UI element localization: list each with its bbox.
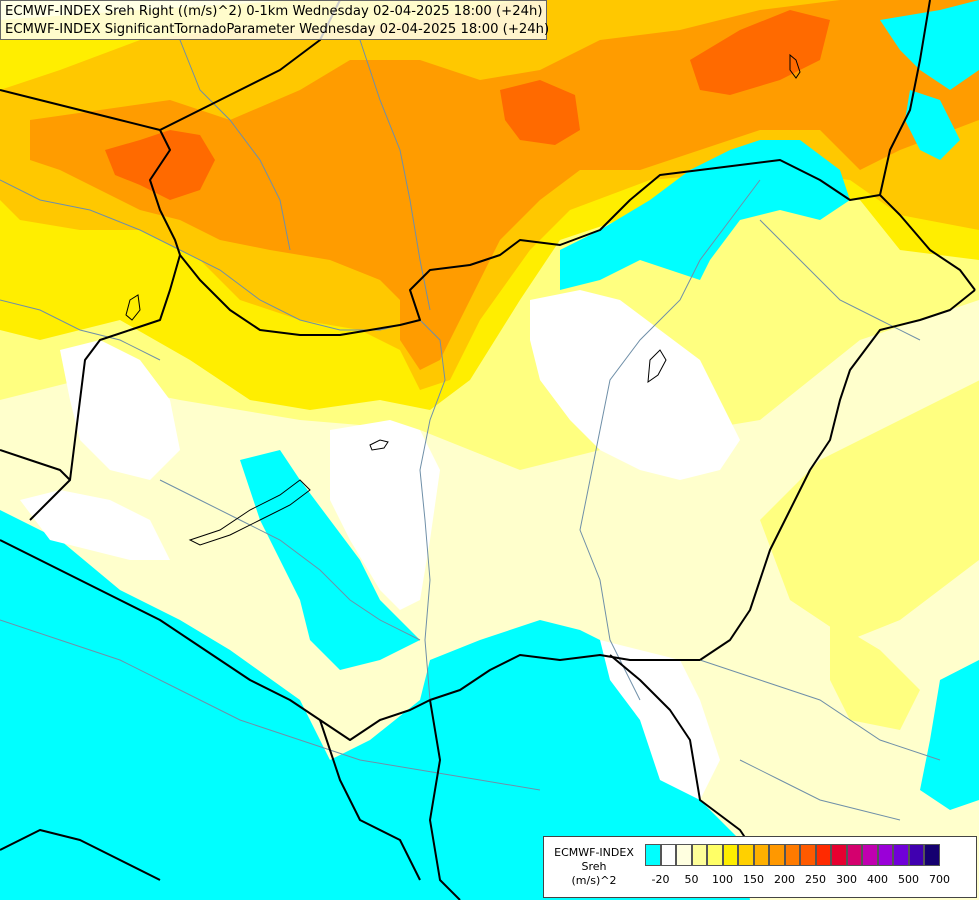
light-yellow-zone-southeast: [830, 620, 920, 730]
lake-balaton: [188, 479, 311, 546]
legend-swatch: [769, 844, 785, 866]
white-zone-northeast: [530, 290, 740, 480]
legend-param: Sreh: [581, 860, 607, 873]
river-east-2: [699, 659, 941, 761]
title-line-sreh: ECMWF-INDEX Sreh Right ((m/s)^2) 0-1km W…: [5, 4, 543, 19]
border-slovakia-czech: [0, 89, 181, 256]
legend-swatch: [645, 844, 661, 866]
legend-swatch: [924, 844, 940, 866]
river-tisza: [579, 179, 761, 701]
legend-swatches: [645, 844, 940, 866]
legend-tick-label: 500: [898, 873, 919, 886]
legend-source: ECMWF-INDEX: [554, 846, 634, 859]
legend-tick-label: 250: [805, 873, 826, 886]
lake-small-1: [369, 439, 389, 451]
lake-small-3: [647, 349, 667, 384]
border-croatia-bosnia: [319, 719, 421, 881]
legend-tick-label: 300: [836, 873, 857, 886]
cyan-zone-central: [240, 450, 420, 670]
color-legend: ECMWF-INDEX Sreh (m/s)^2 -20 50 100 150 200 2…: [543, 836, 977, 898]
lake-small-2: [789, 53, 801, 79]
cyan-zone-southwest: [0, 510, 750, 900]
title-line-stp: ECMWF-INDEX SignificantTornadoParameter …: [5, 22, 550, 37]
border-hungary-west: [69, 254, 181, 481]
legend-label-block: ECMWF-INDEX Sreh (m/s)^2: [544, 837, 644, 897]
legend-swatch: [893, 844, 909, 866]
border-hungary-south: [0, 539, 700, 741]
legend-tick-label: 400: [867, 873, 888, 886]
white-zone-southwest-strip: [20, 490, 170, 560]
legend-swatch: [831, 844, 847, 866]
orange-zone: [30, 0, 979, 370]
cyan-zone-northeast: [880, 0, 979, 90]
legend-tick-label: 100: [712, 873, 733, 886]
legend-swatch: [846, 844, 862, 866]
legend-swatch: [753, 844, 769, 866]
white-zone-center: [330, 420, 440, 610]
cyan-zone-east-edge: [905, 90, 960, 160]
legend-swatch: [676, 844, 692, 866]
river-danube-bend: [419, 319, 446, 701]
border-romania-serbia: [609, 654, 761, 861]
legend-swatch: [784, 844, 800, 866]
legend-swatch: [707, 844, 723, 866]
legend-ticks: -20 50 100 150 200 250 300 400 500 700: [645, 873, 975, 891]
legend-swatch: [800, 844, 816, 866]
border-poland-ukraine: [879, 0, 931, 196]
river-danube-upper: [0, 179, 421, 331]
rivers: [0, 39, 941, 821]
legend-swatch: [738, 844, 754, 866]
map-title-box: ECMWF-INDEX Sreh Right ((m/s)^2) 0-1km W…: [0, 0, 550, 40]
legend-unit: (m/s)^2: [571, 874, 617, 887]
cyan-zone-southeast: [920, 660, 979, 810]
legend-swatch: [660, 844, 676, 866]
deep-orange-cell-north: [500, 80, 580, 145]
lakes: [125, 53, 801, 546]
river-southeast: [739, 759, 901, 821]
legend-tick-label: 200: [774, 873, 795, 886]
light-yellow-zone-east: [760, 380, 979, 640]
legend-swatch: [691, 844, 707, 866]
legend-swatch: [862, 844, 878, 866]
legend-swatch: [722, 844, 738, 866]
lake-small-4: [125, 294, 141, 321]
border-hungary-north: [179, 159, 976, 336]
deep-orange-cell-northeast: [690, 10, 830, 95]
legend-swatch: [908, 844, 924, 866]
legend-swatch: [815, 844, 831, 866]
river-sava: [0, 619, 541, 791]
legend-tick-label: 50: [684, 873, 699, 886]
river-north-2: [359, 39, 431, 311]
river-drava: [159, 479, 421, 641]
border-hungary-east: [699, 289, 976, 661]
river-north-1: [179, 39, 291, 251]
river-west: [0, 299, 161, 361]
legend-swatch: [877, 844, 893, 866]
border-southwest-tail: [0, 829, 161, 881]
border-serbia: [429, 699, 461, 900]
legend-tick-label: 150: [743, 873, 764, 886]
cyan-zone-north-channel: [560, 140, 850, 290]
legend-tick-label: 700: [929, 873, 950, 886]
border-slovenia: [0, 449, 71, 521]
white-zone-west: [60, 340, 180, 480]
legend-tick-label: -20: [651, 873, 670, 886]
